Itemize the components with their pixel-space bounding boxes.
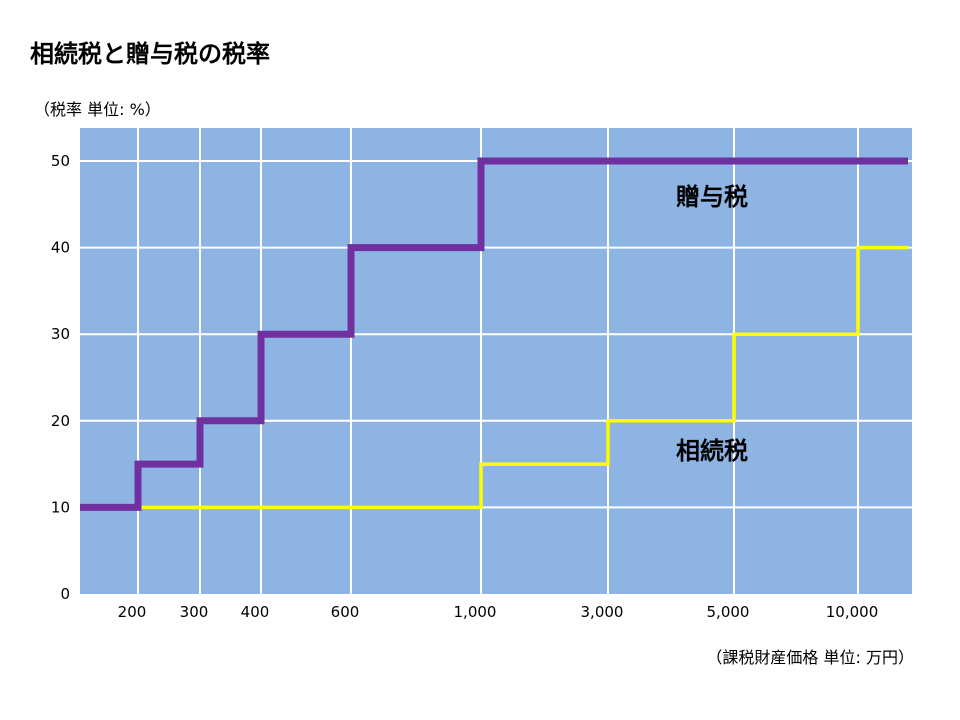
x-tick-label: 3,000: [581, 603, 624, 621]
gift-tax-line: [80, 157, 908, 511]
x-tick-label: 200: [118, 603, 147, 621]
x-tick-label: 1,000: [454, 603, 497, 621]
inheritance-tax-line: [80, 245, 908, 510]
y-axis-unit-label: （税率 単位: %）: [34, 100, 161, 119]
y-tick-label: 50: [51, 152, 70, 170]
x-tick-label: 10,000: [826, 603, 879, 621]
x-tick-label: 5,000: [707, 603, 750, 621]
y-tick-label: 20: [51, 412, 70, 430]
x-axis-unit-label: （課税財産価格 単位: 万円）: [706, 648, 914, 667]
x-tick-label: 600: [331, 603, 360, 621]
y-tick-label: 0: [60, 585, 70, 603]
y-tick-label: 40: [51, 239, 70, 257]
chart-title: 相続税と贈与税の税率: [30, 40, 270, 68]
x-tick-label: 300: [180, 603, 209, 621]
x-tick-label: 400: [241, 603, 270, 621]
inheritance-tax-label: 相続税: [676, 437, 748, 465]
y-tick-label: 10: [51, 498, 70, 516]
plot-area: [80, 128, 912, 594]
y-tick-label: 30: [51, 325, 70, 343]
gift-tax-label: 贈与税: [676, 183, 748, 211]
